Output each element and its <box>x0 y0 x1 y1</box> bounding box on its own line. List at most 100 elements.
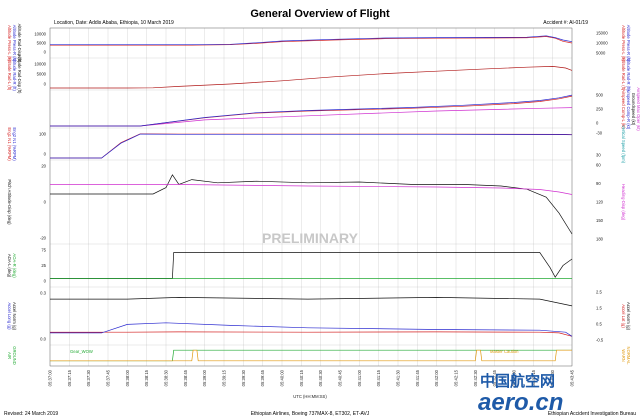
right-axis-label: Altitude Rad-R (ft) <box>626 57 631 91</box>
plot-frame <box>49 27 573 367</box>
x-tick-label: 05:38:30 <box>164 369 169 386</box>
left-tick-label: 5000 <box>37 41 47 46</box>
series-line <box>50 331 573 337</box>
right-axis-label: Airspeed Comp-L (kt) <box>621 89 626 129</box>
x-tick-label: 05:42:45 <box>492 369 497 386</box>
panel-8: AIR GROUND WARN NORMAL Gear_WOW Master Cautio… <box>7 346 631 365</box>
x-tick-label: 05:40:45 <box>338 369 343 386</box>
left-tick-label: -20 <box>40 236 47 241</box>
right-tick-label: 0.5 <box>596 322 602 327</box>
right-tick-label: 30 <box>596 153 601 158</box>
panel-3: Airspeed Comp-L (kt) Airspeed Comp-R (kt)… <box>50 87 640 131</box>
left-tick-label: 100 <box>39 132 47 137</box>
x-tick-label: 05:41:30 <box>396 369 401 386</box>
left-tick-label: 25 <box>41 263 46 268</box>
right-tick-label: -30 <box>596 131 603 136</box>
left-tick-label: 0.3 <box>40 291 46 296</box>
right-tick-label: 250 <box>596 107 604 112</box>
panel-6: AOA-L (deg) AOA-R (deg) 75 25 0 <box>7 248 573 284</box>
left-tick-label: 20 <box>41 164 46 169</box>
left-axis-label: AIR <box>7 352 12 359</box>
chart-grid <box>49 27 573 367</box>
right-axis-label: Heading-Disp (deg) <box>621 184 626 221</box>
left-axis-label: Altitude Rad-Disp (ft) <box>17 55 22 94</box>
x-tick-label: 05:37:30 <box>86 369 91 386</box>
x-tick-label: 05:38:45 <box>183 369 188 386</box>
right-axis-label: Altitude Rad-L (ft) <box>621 58 626 91</box>
right-axis-label: Vertical Speed (fpm) <box>621 125 626 164</box>
x-tick-label: 05:38:15 <box>144 369 149 386</box>
aero-logo-chinese: 中国航空网 <box>480 372 555 390</box>
left-axis-label: Altitude Press-R (ft) <box>12 25 17 62</box>
series-line <box>50 184 573 195</box>
series-line <box>50 252 573 279</box>
x-axis: 05:37:00 05:37:15 05:37:30 05:37:45 05:38:00… <box>48 369 575 386</box>
left-tick-label: 0 <box>44 200 47 205</box>
x-tick-label: 05:41:15 <box>376 369 381 386</box>
airline-aircraft: Ethiopian Airlines, Boeing 737MAX-8, ET3… <box>251 411 370 417</box>
left-axis-label: GROUND <box>12 346 17 365</box>
chart-panels: Altitude Press-L (ft) Altitude Press-R (f… <box>7 24 640 366</box>
x-tick-label: 05:43:45 <box>570 369 575 386</box>
accident-number: Accident #: AI-01/19 <box>543 20 588 26</box>
series-line <box>50 133 573 159</box>
left-axis-label: Altitude Press-L (ft) <box>7 25 12 61</box>
left-axis-label: Altitude Rad-Disp (ft) <box>17 24 22 63</box>
location-date: Location, Date: Addis Ababa, Ethiopia, 1… <box>54 20 174 26</box>
left-axis-label: Eng1 N1 (%RPM) <box>7 127 12 161</box>
series-line <box>50 322 573 337</box>
right-tick-label: 180 <box>596 237 604 242</box>
x-tick-label: 05:42:30 <box>473 369 478 386</box>
right-tick-label: 90 <box>596 181 601 186</box>
x-tick-label: 05:41:00 <box>357 369 362 386</box>
left-tick-label: 10000 <box>34 32 46 37</box>
left-tick-label: 0 <box>44 279 47 284</box>
x-tick-label: 05:40:30 <box>318 369 323 386</box>
left-tick-label: 0 <box>44 152 47 157</box>
x-tick-label: 05:42:15 <box>454 369 459 386</box>
series-line <box>50 133 573 159</box>
right-axis-label: NORMAL <box>626 347 631 366</box>
right-axis-label: Airspeed Max Oper (kt) <box>636 87 640 131</box>
left-tick-label: 0 <box>44 50 47 55</box>
x-tick-label: 05:37:15 <box>67 369 72 386</box>
right-tick-label: 120 <box>596 200 604 205</box>
x-tick-label: 05:43:30 <box>550 369 555 386</box>
panel-5: Pitch Attitude-Disp (deg) 20 0 -20 Heading-D… <box>7 163 626 242</box>
right-tick-label: 15000 <box>596 31 608 36</box>
chart-title: General Overview of Flight <box>250 8 390 20</box>
left-tick-label: 75 <box>41 248 46 253</box>
x-tick-label: 05:39:15 <box>222 369 227 386</box>
x-tick-label: 05:42:00 <box>434 369 439 386</box>
x-axis-label: UTC (HH:MM:SS) <box>293 394 327 399</box>
series-line <box>50 66 573 89</box>
right-tick-label: -0.5 <box>596 338 604 343</box>
x-tick-label: 05:40:15 <box>299 369 304 386</box>
bureau-name: Ethiopian Accident Investigation Bureau <box>548 411 636 417</box>
series-line <box>50 297 573 307</box>
right-axis-label: Airspeed Comp-R (kt) <box>626 89 631 130</box>
series-line <box>50 174 573 235</box>
left-axis-label: Eng2 N1 (%RPM) <box>12 127 17 161</box>
left-axis-label: Accel Norm (g) <box>12 302 17 331</box>
x-tick-label: 05:43:00 <box>512 369 517 386</box>
left-axis-label: Altitude Rad-L (ft) <box>7 58 12 91</box>
left-tick-label: 0.0 <box>40 337 46 342</box>
x-tick-label: 05:39:30 <box>241 369 246 386</box>
left-axis-label: AOA-R (deg) <box>12 253 17 278</box>
left-axis-label: Altitude Rad-R (ft) <box>12 57 17 91</box>
left-axis-label: AOA-L (deg) <box>7 254 12 278</box>
left-tick-label: 10000 <box>34 62 46 67</box>
annotation-label: Master Caution <box>490 349 519 354</box>
panel-2: Altitude Rad-L (ft) Altitude Rad-R (ft) Al… <box>7 55 631 94</box>
series-line <box>50 95 573 127</box>
series-line <box>50 36 573 46</box>
right-axis-label: Accel Lat (g) <box>621 304 626 328</box>
x-tick-label: 05:39:45 <box>260 369 265 386</box>
revised-date: Revised: 24 March 2019 <box>4 411 58 417</box>
annotation-label: Gear_WOW <box>70 349 93 354</box>
preliminary-watermark: PRELIMINARY <box>262 230 359 246</box>
left-axis-label: Pitch Attitude-Disp (deg) <box>7 179 12 225</box>
series-line <box>50 35 573 46</box>
